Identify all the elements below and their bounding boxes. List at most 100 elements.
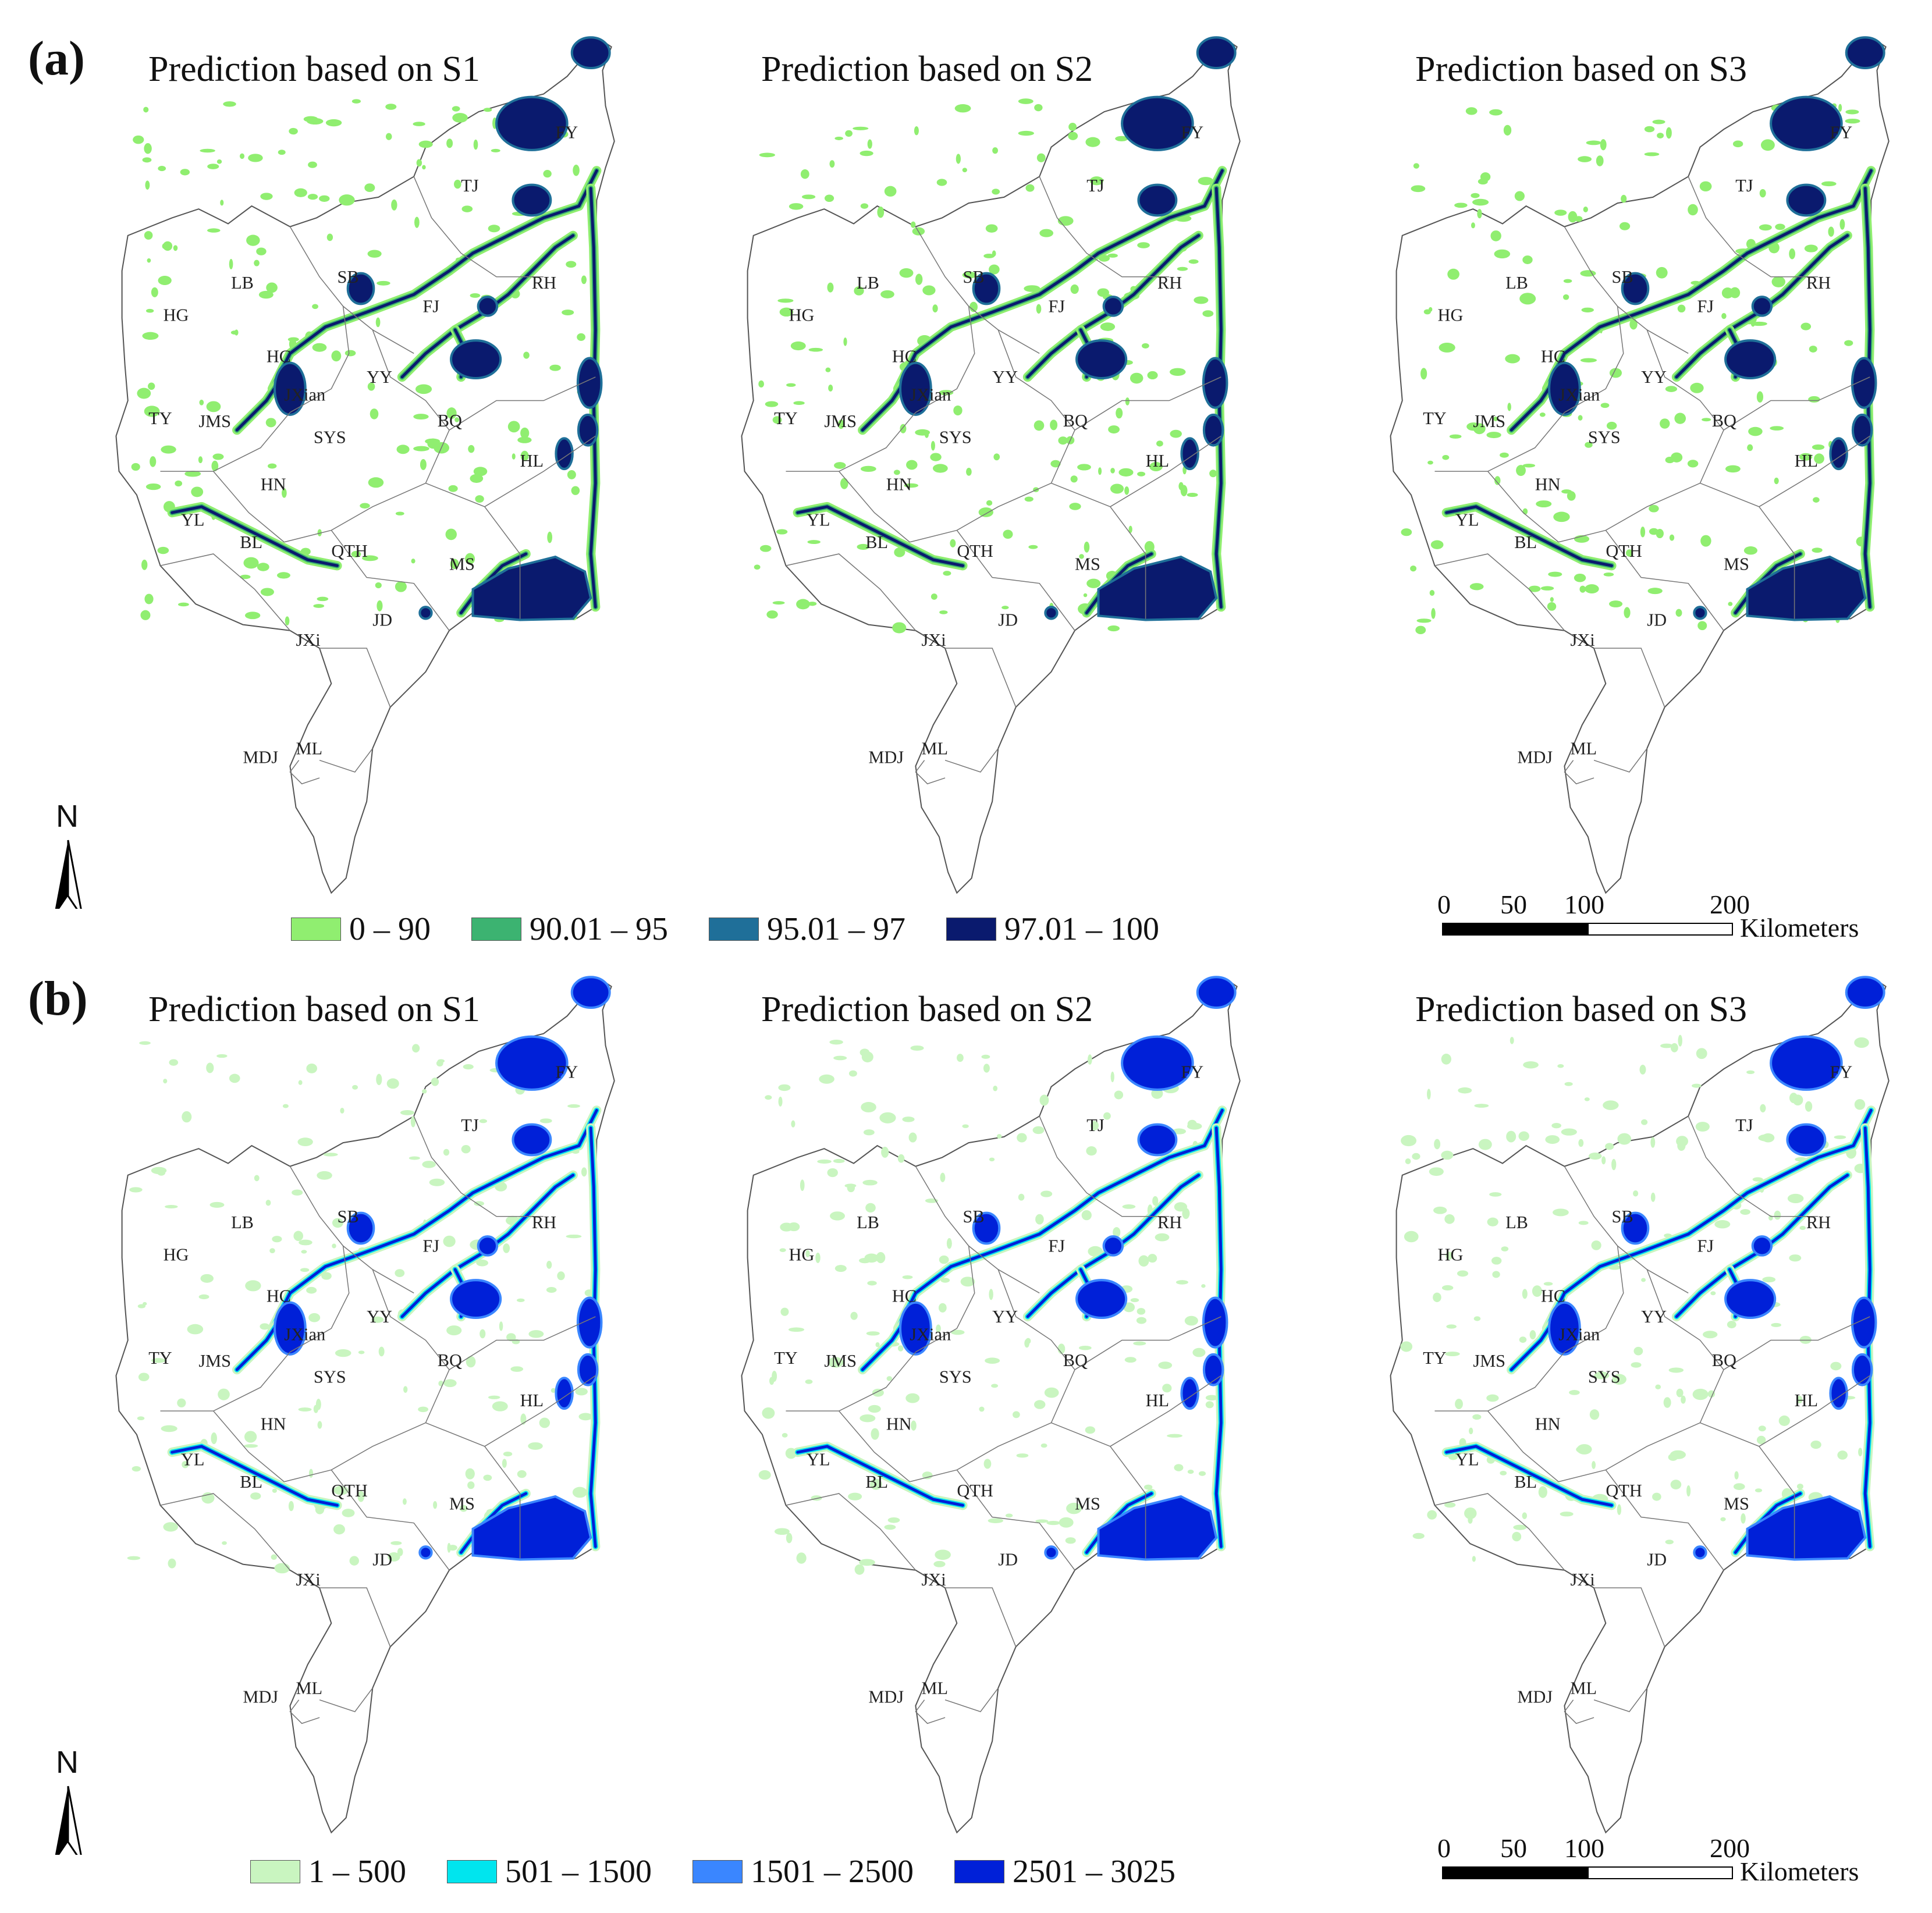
- low-value-patch: [483, 1474, 492, 1481]
- low-value-patch: [1016, 1453, 1029, 1458]
- high-value-area: [1786, 183, 1827, 217]
- low-value-patch: [1578, 1221, 1589, 1225]
- low-value-patch: [277, 572, 290, 579]
- high-value-area: [555, 1377, 574, 1410]
- county-border: [1564, 760, 1594, 785]
- map-canvas: FY TJ SB LB HG FJ RH HC YY JXian TY JMS SYS BQ HL HN YL B…: [1390, 976, 1890, 1834]
- low-value-patch: [211, 1432, 217, 1445]
- region-label: QTH: [957, 541, 993, 561]
- region-label: YY: [1641, 1307, 1667, 1327]
- low-value-patch: [1036, 153, 1046, 162]
- low-value-patch: [362, 555, 378, 561]
- low-value-patch: [1538, 1486, 1547, 1498]
- low-value-patch: [1564, 1082, 1573, 1086]
- high-value-area: [1751, 1235, 1773, 1257]
- high-value-area: [576, 357, 603, 409]
- map-title-b1: Prediction based on S1: [148, 990, 480, 1029]
- low-value-patch: [1644, 152, 1660, 157]
- region-label: HG: [1438, 1245, 1464, 1265]
- low-value-patch: [142, 157, 152, 163]
- low-value-patch: [1588, 1152, 1602, 1160]
- high-value-area: [1548, 1301, 1581, 1356]
- region-label: HL: [520, 1391, 544, 1410]
- low-value-patch: [377, 280, 390, 286]
- low-value-patch: [317, 1421, 322, 1429]
- low-value-patch: [1814, 453, 1824, 464]
- low-value-patch: [1457, 1270, 1469, 1277]
- low-value-patch: [163, 1079, 168, 1084]
- low-value-patch: [1001, 606, 1009, 610]
- low-value-patch: [546, 1287, 557, 1293]
- low-value-patch: [801, 194, 816, 200]
- low-value-patch: [139, 1041, 151, 1045]
- low-value-patch: [1789, 1254, 1802, 1262]
- region-label: YY: [1641, 367, 1667, 387]
- low-value-patch: [211, 460, 219, 472]
- low-value-patch: [298, 1080, 303, 1085]
- legend-label: 90.01 – 95: [530, 911, 668, 947]
- low-value-patch: [1600, 139, 1607, 151]
- low-value-patch: [581, 275, 587, 285]
- legend-item: 2501 – 3025: [954, 1853, 1175, 1890]
- lake-area: [1746, 555, 1867, 621]
- low-value-patch: [483, 108, 492, 112]
- county-border: [1558, 429, 1724, 543]
- low-value-patch: [966, 467, 972, 476]
- low-value-patch: [274, 1563, 290, 1574]
- low-value-patch: [473, 139, 478, 150]
- low-value-patch: [774, 1528, 790, 1535]
- low-value-patch: [1474, 1104, 1489, 1108]
- region-label: HG: [789, 1245, 815, 1265]
- low-value-patch: [1137, 471, 1146, 477]
- region-label: QTH: [1606, 541, 1642, 561]
- low-value-patch: [168, 1558, 176, 1569]
- river-corridor: [459, 1492, 528, 1554]
- region-label: SB: [337, 1207, 358, 1226]
- region-label: HC: [1541, 347, 1565, 367]
- low-value-patch: [1115, 136, 1128, 141]
- north-arrow-a: N: [36, 798, 100, 918]
- low-value-patch: [265, 418, 276, 428]
- low-value-patch: [321, 1272, 332, 1280]
- low-value-patch: [1606, 421, 1617, 430]
- low-value-patch: [573, 164, 580, 176]
- low-value-patch: [1529, 1330, 1536, 1340]
- low-value-patch: [1585, 584, 1599, 593]
- low-value-patch: [915, 273, 923, 285]
- county-border: [1564, 1166, 1689, 1294]
- low-value-patch: [1177, 266, 1188, 271]
- low-value-patch: [1081, 1210, 1092, 1221]
- low-value-patch: [144, 593, 154, 605]
- low-value-patch: [1800, 322, 1812, 330]
- low-value-patch: [151, 1358, 166, 1363]
- low-value-patch: [1125, 397, 1130, 406]
- high-value-area: [1621, 1211, 1650, 1245]
- region-label: QTH: [331, 1481, 368, 1500]
- county-border: [1039, 1116, 1170, 1217]
- low-value-patch: [782, 1433, 788, 1438]
- low-value-patch: [503, 1451, 513, 1457]
- low-value-patch: [454, 417, 460, 422]
- low-value-patch: [256, 247, 267, 255]
- high-value-area: [899, 361, 932, 416]
- low-value-patch: [914, 126, 919, 136]
- low-value-patch: [378, 1346, 385, 1357]
- high-value-area: [1180, 437, 1199, 471]
- low-value-patch: [1507, 403, 1511, 411]
- county-border: [786, 1352, 916, 1411]
- low-value-patch: [1454, 202, 1468, 208]
- low-value-patch: [1469, 583, 1484, 591]
- low-value-patch: [1600, 403, 1610, 408]
- low-value-patch: [1444, 1352, 1460, 1356]
- high-value-area: [1137, 1123, 1178, 1157]
- low-value-patch: [1596, 155, 1604, 166]
- low-value-patch: [1441, 1285, 1454, 1291]
- county-border: [1723, 1316, 1870, 1370]
- river-corridor: [459, 552, 528, 614]
- region-label: QTH: [331, 541, 368, 561]
- low-value-patch: [1677, 304, 1686, 313]
- high-value-area: [450, 1279, 502, 1320]
- low-value-patch: [1656, 266, 1668, 279]
- legend-swatch: [954, 1860, 1004, 1883]
- low-value-patch: [1494, 476, 1501, 485]
